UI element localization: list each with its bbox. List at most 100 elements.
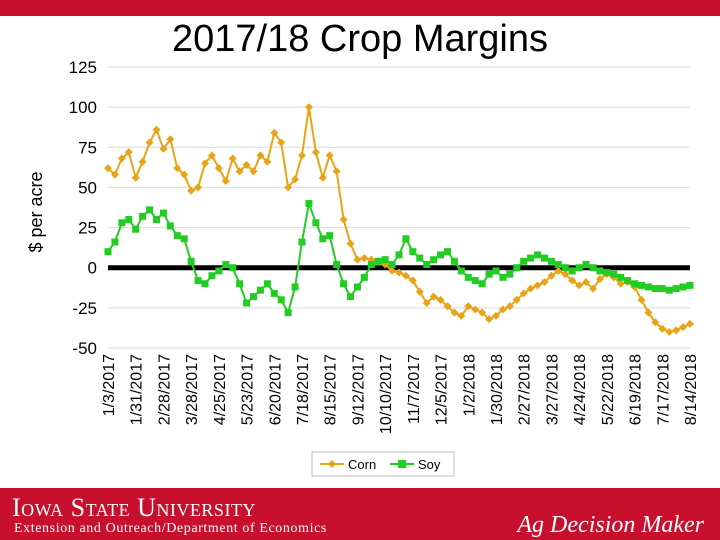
data-point: [658, 285, 666, 293]
data-point: [457, 267, 465, 275]
data-point: [589, 284, 597, 293]
series-layer: [104, 103, 694, 336]
gridlines: [108, 66, 690, 349]
data-point: [679, 323, 688, 332]
data-point: [429, 292, 438, 301]
data-point: [187, 257, 195, 265]
data-point: [312, 219, 320, 227]
data-point: [596, 267, 604, 275]
data-point: [346, 239, 355, 248]
x-tick-label: 1/2/2018: [461, 354, 478, 416]
data-point: [110, 170, 119, 179]
legend: Corn Soy: [311, 451, 455, 477]
data-point: [686, 319, 694, 328]
data-point: [561, 270, 570, 279]
data-point: [229, 264, 237, 272]
data-point: [166, 222, 174, 230]
data-point: [222, 261, 230, 269]
data-point: [250, 293, 257, 301]
x-tick-label: 1/3/2017: [101, 354, 118, 416]
data-point: [665, 286, 673, 294]
data-point: [124, 148, 133, 157]
data-point: [201, 159, 209, 168]
data-point: [651, 285, 659, 293]
x-tick-label: 1/31/2017: [129, 354, 146, 425]
x-tick-label: 9/12/2017: [350, 354, 367, 425]
data-point: [430, 256, 438, 264]
data-point: [672, 326, 681, 335]
chart-title: 2017/18 Crop Margins: [172, 18, 548, 60]
x-tick-label: 4/25/2017: [212, 354, 229, 425]
data-point: [471, 305, 480, 314]
data-point: [284, 309, 292, 317]
data-point: [527, 254, 535, 262]
data-point: [214, 164, 223, 173]
data-point: [360, 273, 368, 281]
data-point: [561, 264, 569, 272]
data-point: [540, 278, 549, 287]
data-point: [631, 280, 639, 288]
data-point: [409, 248, 417, 256]
data-point: [228, 154, 237, 163]
data-point: [298, 238, 306, 246]
series-line: [107, 106, 691, 333]
y-tick-label: 125: [69, 58, 97, 77]
data-point: [221, 177, 230, 186]
data-point: [617, 273, 625, 281]
legend-label: Soy: [418, 457, 441, 472]
data-point: [547, 271, 556, 280]
data-point: [236, 280, 244, 288]
data-point: [173, 232, 181, 240]
data-point: [610, 270, 618, 278]
data-point: [374, 257, 382, 265]
data-point: [291, 283, 299, 291]
x-tick-label: 8/14/2018: [683, 354, 700, 425]
data-point: [104, 248, 112, 256]
data-point: [499, 273, 507, 281]
y-tick-label: -25: [72, 299, 97, 318]
data-point: [498, 305, 507, 314]
data-point: [125, 216, 133, 224]
x-tick-label: 7/18/2017: [295, 354, 312, 425]
data-point: [339, 215, 348, 224]
data-point: [471, 277, 479, 285]
x-tick-label: 11/7/2017: [406, 354, 423, 424]
x-tick-label: 6/19/2018: [628, 354, 645, 425]
x-tick-label: 12/5/2017: [434, 354, 451, 425]
data-point: [457, 311, 466, 320]
data-point: [575, 281, 584, 290]
data-point: [340, 280, 348, 288]
data-point: [505, 302, 514, 311]
x-tick-label: 2/28/2017: [156, 354, 173, 425]
data-point: [360, 254, 369, 263]
data-point: [450, 308, 459, 317]
series-soy: [104, 199, 694, 317]
y-tick-label: 25: [78, 219, 97, 238]
data-point: [595, 274, 604, 283]
data-point: [519, 289, 528, 298]
data-point: [589, 264, 597, 272]
data-point: [367, 261, 375, 269]
data-point: [395, 251, 403, 259]
data-point: [672, 285, 680, 293]
data-point: [512, 295, 521, 304]
data-point: [277, 296, 285, 304]
data-point: [554, 266, 563, 275]
y-tick-label: 75: [78, 138, 97, 157]
legend-marker: [398, 460, 406, 468]
data-point: [402, 235, 410, 243]
data-point: [256, 151, 265, 160]
data-point: [485, 270, 493, 278]
x-tick-label: 8/15/2017: [323, 354, 340, 425]
data-point: [166, 135, 175, 144]
data-point: [291, 175, 300, 184]
x-tick-labels: 1/3/2017 1/31/2017 2/28/2017 3/28/2017 4/25/…: [101, 354, 700, 434]
data-point: [117, 154, 126, 163]
x-tick-label: 5/22/2018: [600, 354, 617, 425]
data-point: [187, 186, 196, 195]
data-point: [534, 251, 542, 259]
y-axis-label: $ per acre: [26, 171, 46, 252]
data-point: [104, 164, 112, 173]
data-point: [533, 281, 542, 290]
data-point: [111, 238, 119, 246]
